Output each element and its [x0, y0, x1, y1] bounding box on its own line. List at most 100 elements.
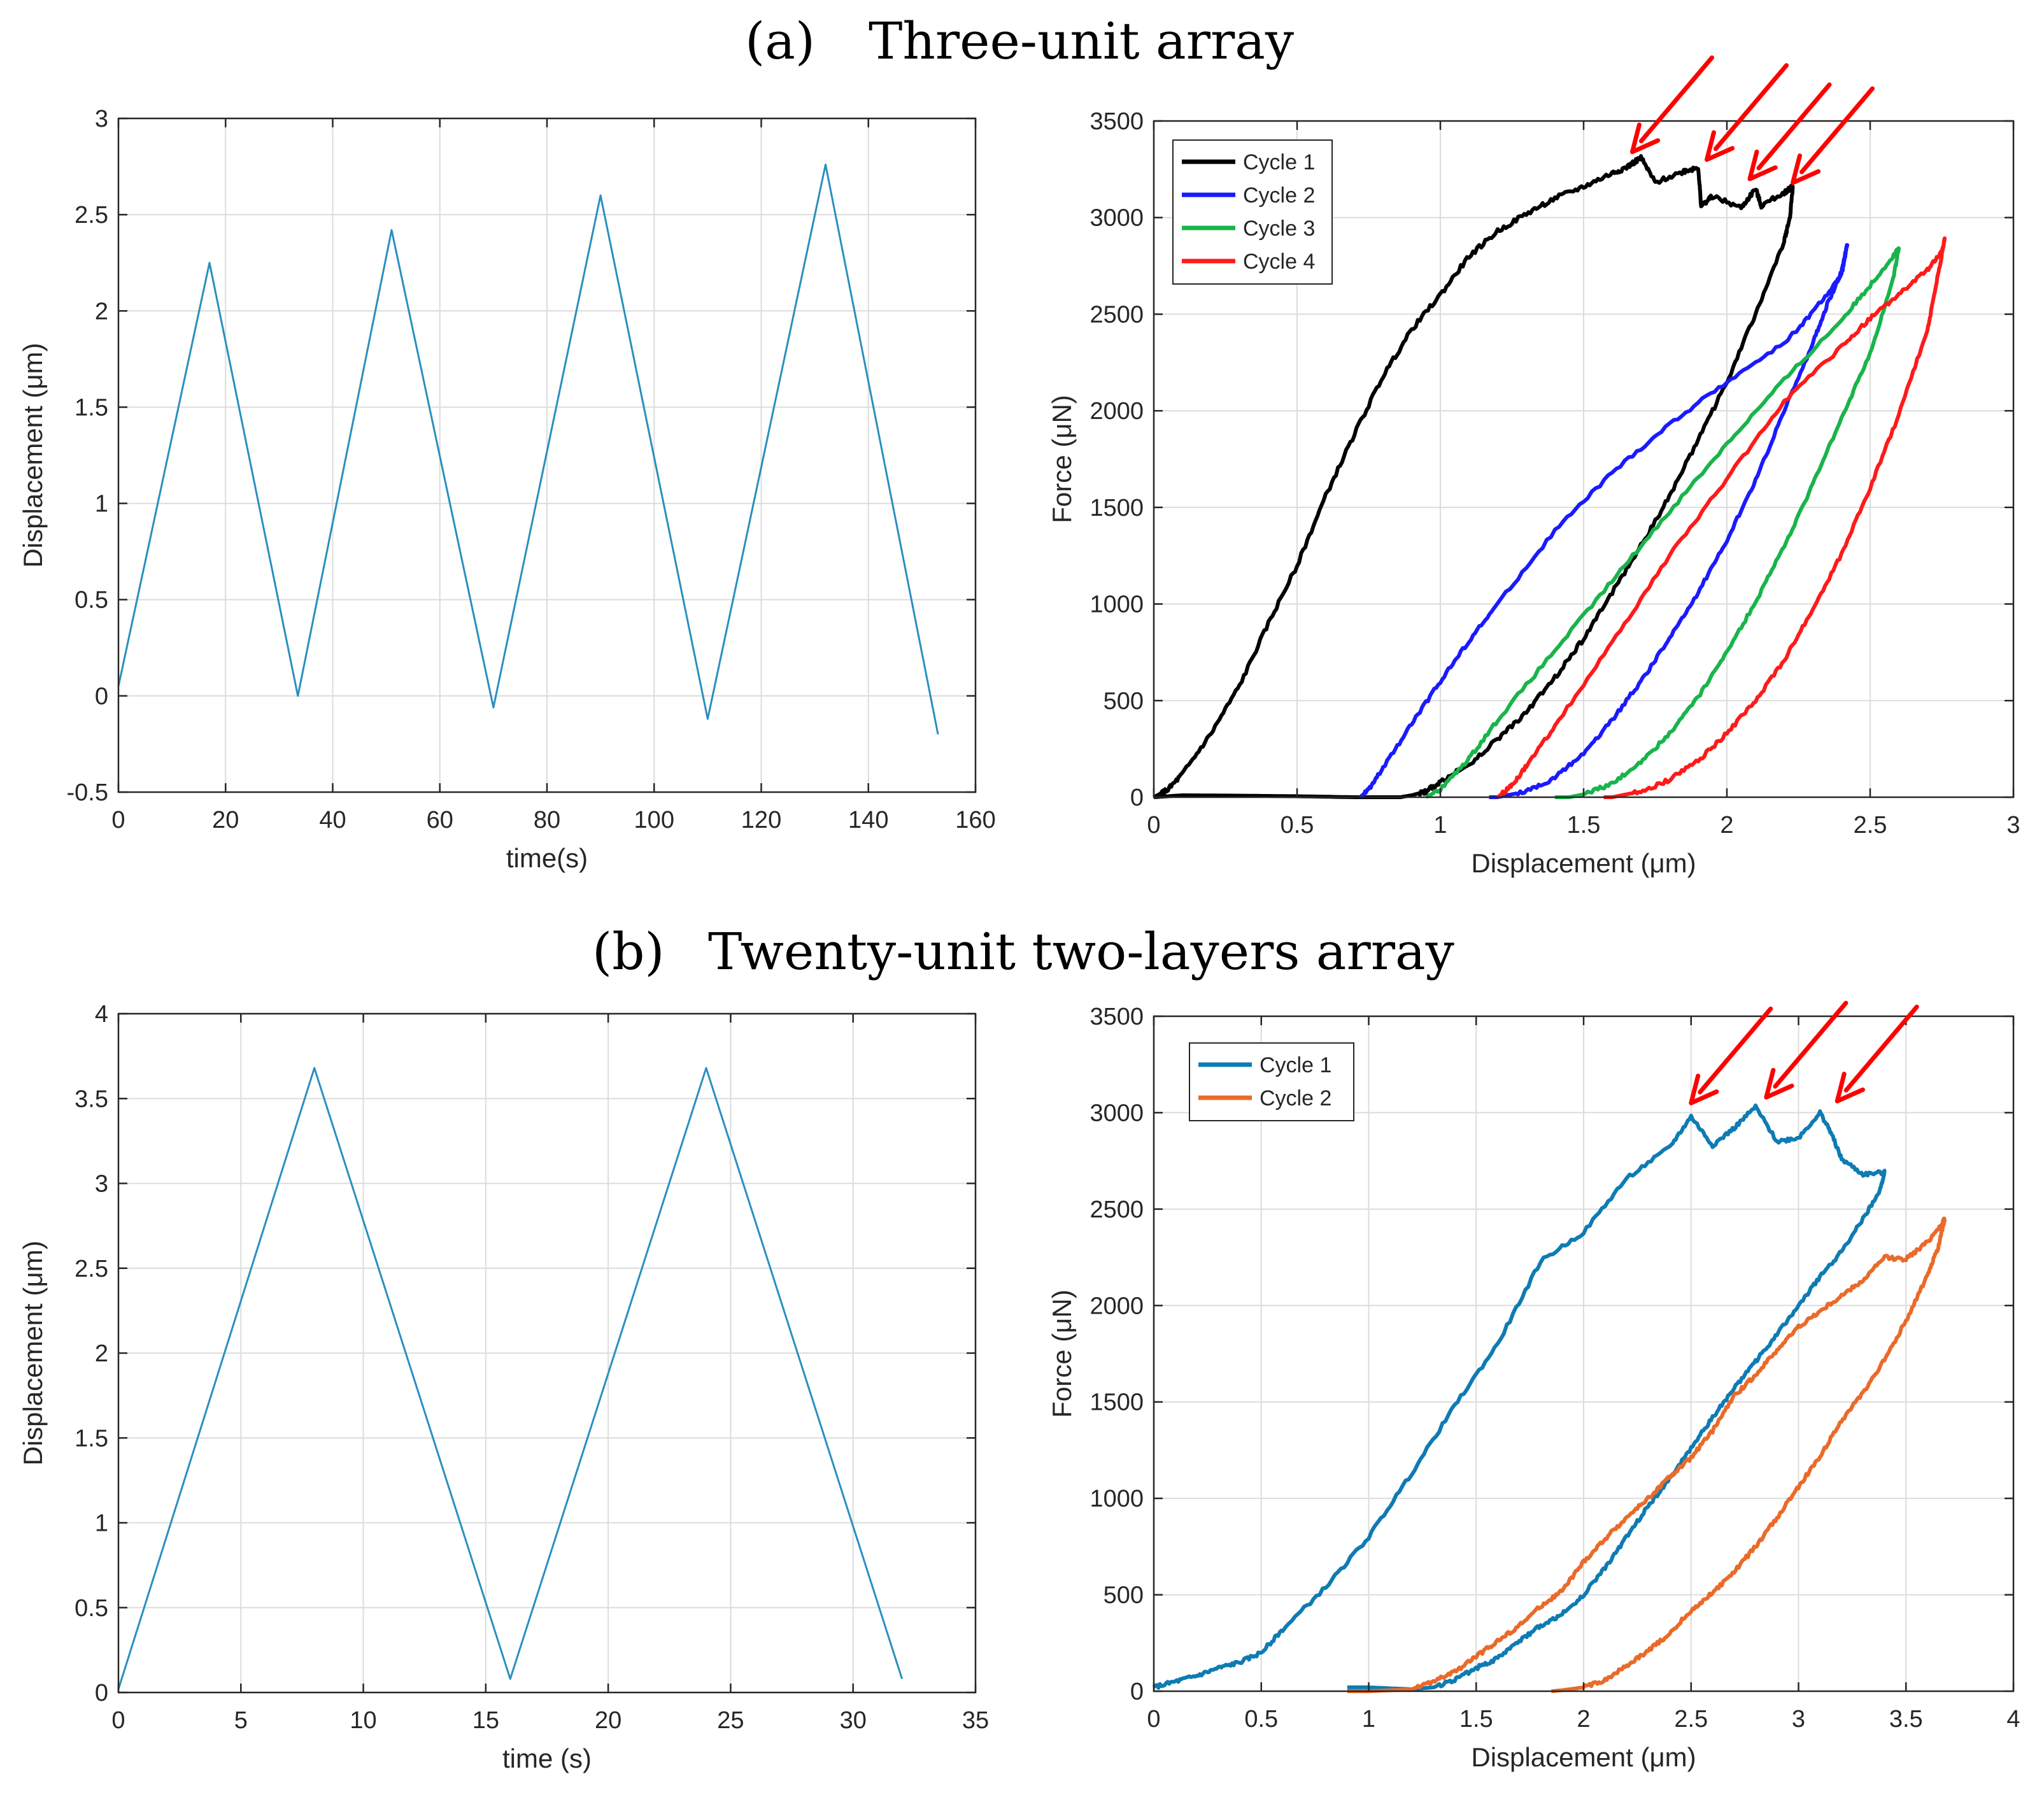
- y-tick-label: 1500: [1089, 1389, 1144, 1416]
- x-tick-label: 0.5: [1281, 812, 1314, 839]
- y-tick-label: 3: [95, 1171, 108, 1198]
- x-tick-label: 2.5: [1674, 1706, 1708, 1733]
- legend-label: Cycle 2: [1260, 1086, 1331, 1110]
- arrow-shaft: [1698, 1006, 1773, 1095]
- y-tick-label: 1000: [1089, 1486, 1144, 1512]
- arrow-shaft: [1773, 1000, 1849, 1089]
- arrow-head: [1764, 1068, 1794, 1100]
- arrow-shaft: [1756, 82, 1832, 171]
- y-tick-label: 0: [1130, 784, 1144, 811]
- y-tick-label: 3.5: [75, 1086, 108, 1112]
- y-tick-label: 1500: [1089, 495, 1144, 521]
- x-tick-label: 35: [962, 1707, 989, 1734]
- y-tick-label: 1: [95, 491, 108, 518]
- y-tick-label: 2.5: [75, 202, 108, 229]
- x-tick-label: 0: [1147, 1706, 1160, 1733]
- x-tick-label: 40: [319, 807, 346, 834]
- x-tick-label: 2: [1577, 1706, 1590, 1733]
- y-tick-label: 4: [95, 1001, 108, 1028]
- y-axis-label: Force (μN): [1047, 1289, 1077, 1418]
- x-axis-label: Displacement (μm): [1471, 848, 1696, 878]
- y-tick-label: 3000: [1089, 1100, 1144, 1126]
- y-tick-label: -0.5: [67, 779, 108, 806]
- y-tick-label: 0: [1130, 1678, 1144, 1705]
- x-tick-label: 0: [1147, 812, 1160, 839]
- arrow-head: [1835, 1072, 1865, 1103]
- legend-label: Cycle 2: [1243, 183, 1315, 208]
- x-tick-label: 1: [1362, 1706, 1375, 1733]
- y-tick-label: 2500: [1089, 1196, 1144, 1223]
- y-tick-label: 0.5: [75, 587, 108, 614]
- x-tick-label: 0.5: [1244, 1706, 1278, 1733]
- x-tick-label: 60: [427, 807, 453, 834]
- x-tick-label: 2.5: [1854, 812, 1887, 839]
- y-tick-label: 0.5: [75, 1595, 108, 1622]
- y-tick-label: 2500: [1089, 301, 1144, 328]
- x-tick-label: 1: [1433, 812, 1447, 839]
- y-tick-label: 500: [1104, 688, 1144, 714]
- annotation-arrow: [1835, 1004, 1919, 1103]
- annotation-arrow: [1705, 63, 1789, 162]
- series-line-displacement: [117, 164, 939, 735]
- y-tick-label: 3500: [1089, 108, 1144, 135]
- arrow-head: [1689, 1074, 1719, 1105]
- series-line-cycle-2: [1347, 1216, 1947, 1693]
- x-tick-label: 25: [717, 1707, 744, 1734]
- y-tick-label: 3500: [1089, 1004, 1144, 1030]
- annotation-arrow: [1764, 1000, 1849, 1100]
- arrow-shaft: [1639, 55, 1714, 144]
- panel-b-title: Twenty-unit two-layers array: [708, 922, 1454, 981]
- x-tick-label: 0: [111, 1707, 125, 1734]
- x-tick-label: 160: [955, 807, 995, 834]
- y-tick-label: 0: [95, 1680, 108, 1706]
- series-line-cycle-4: [1496, 236, 1947, 799]
- y-tick-label: 500: [1104, 1582, 1144, 1609]
- legend: Cycle 1 Cycle 2: [1189, 1042, 1354, 1121]
- arrow-shaft: [1714, 63, 1789, 152]
- chart-a-displacement-time: 0 20 40 60 80 100 120 140 160-0.500.511.522.53ti…: [18, 106, 996, 873]
- y-tick-label: 1000: [1089, 592, 1144, 618]
- chart-a-force-displacement: 0 0.5 1 1.5 2 2.5 3 0 500 1000 1500 2000 2500 3000 350…: [1047, 55, 2020, 878]
- y-tick-label: 0: [95, 683, 108, 710]
- arrow-head: [1630, 122, 1661, 155]
- legend: Cycle 1 Cycle 2 Cycle 3 Cycle 4: [1172, 139, 1333, 285]
- y-tick-label: 2.5: [75, 1256, 108, 1282]
- legend-label: Cycle 4: [1243, 250, 1315, 274]
- x-tick-label: 5: [234, 1707, 248, 1734]
- y-tick-label: 3: [95, 106, 108, 132]
- legend-box: [1189, 1042, 1354, 1121]
- annotation-arrow: [1791, 86, 1875, 185]
- legend-label: Cycle 1: [1260, 1053, 1331, 1077]
- x-tick-label: 140: [848, 807, 888, 834]
- series-line-displacement: [117, 1067, 904, 1690]
- arrow-head: [1705, 130, 1735, 162]
- arrow-shaft: [1843, 1004, 1919, 1093]
- panel-a-title: Three-unit array: [869, 11, 1294, 71]
- annotation-arrow: [1630, 55, 1714, 155]
- y-tick-label: 1.5: [75, 394, 108, 421]
- legend-label: Cycle 1: [1243, 150, 1315, 174]
- y-tick-label: 2: [95, 1340, 108, 1367]
- x-axis-label: Displacement (μm): [1471, 1742, 1696, 1772]
- x-tick-label: 1.5: [1567, 812, 1601, 839]
- annotation-arrow: [1689, 1006, 1773, 1105]
- x-tick-label: 30: [840, 1707, 867, 1734]
- arrow-shaft: [1799, 86, 1875, 174]
- series-line-cycle-2: [1358, 243, 1849, 799]
- x-tick-label: 4: [2006, 1706, 2020, 1733]
- legend-label: Cycle 3: [1243, 216, 1315, 241]
- arrow-head: [1747, 149, 1778, 181]
- chart-b-displacement-time: 0 5 10 15 20 25 30 35 0 0.5 1 1.5 2 2.5 3 3.5 4 time (s) D…: [18, 1001, 989, 1773]
- panel-a-heading: (a) Three-unit array: [745, 11, 1294, 71]
- y-tick-label: 3000: [1089, 205, 1144, 232]
- x-tick-label: 3.5: [1889, 1706, 1923, 1733]
- y-axis-label: Displacement (μm): [18, 1240, 48, 1465]
- y-tick-label: 1.5: [75, 1425, 108, 1452]
- y-tick-label: 2: [95, 298, 108, 325]
- x-tick-label: 20: [595, 1707, 621, 1734]
- panel-b-heading: (b) Twenty-unit two-layers array: [592, 922, 1454, 981]
- panel-b-letter: (b): [592, 922, 665, 981]
- x-tick-label: 0: [111, 807, 125, 834]
- y-tick-label: 1: [95, 1510, 108, 1537]
- x-axis-label: time (s): [502, 1743, 592, 1773]
